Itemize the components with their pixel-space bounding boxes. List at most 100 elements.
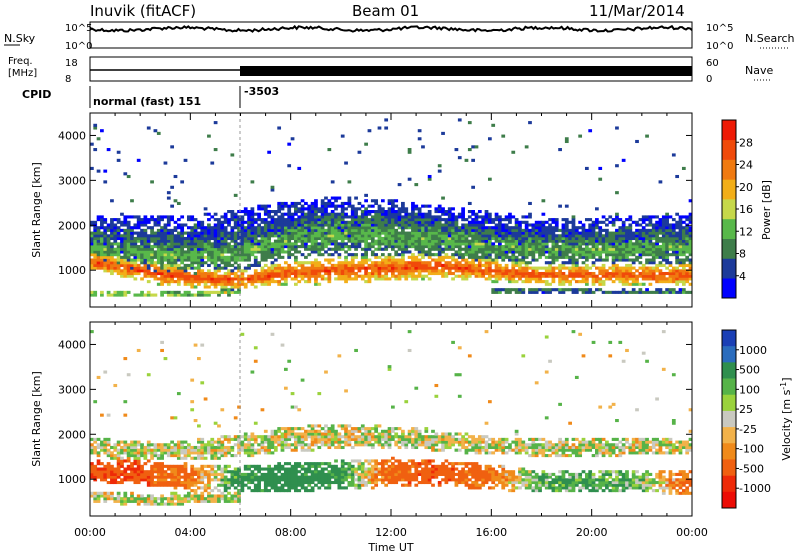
power-cell [324,212,328,216]
power-cell [96,231,101,235]
power-cell [574,250,579,254]
power-cell [454,269,459,273]
power-cell [377,226,382,230]
velocity-cell [103,470,108,474]
power-cell [253,261,258,265]
power-cell [551,288,556,292]
power-cell [484,210,489,214]
power-cell [628,274,633,278]
power-cell [166,228,171,232]
power-cell [136,253,141,257]
power-cell [651,231,656,235]
power-cell [217,228,221,232]
velocity-cell [90,491,94,495]
power-cell [304,255,308,259]
power-cell [437,215,442,219]
power-cell [407,255,412,259]
power-cell [487,220,492,224]
power-cell [270,274,275,278]
power-cell [156,228,161,232]
power-cell [444,234,449,238]
power-cell [200,290,205,294]
power-cell [327,253,332,257]
velocity-cell [193,467,198,471]
power-cell [434,236,439,241]
power-cell [514,261,519,265]
power-cell [531,290,536,294]
velocity-cell [130,454,134,458]
power-cell [334,250,338,254]
power-cell [541,239,546,243]
velocity-cell [143,448,148,452]
power-cell [374,210,379,214]
power-cell [514,263,519,267]
power-cell [414,234,419,238]
power-cell [645,266,649,270]
power-cell [504,226,509,230]
power-cell [304,215,308,219]
velocity-cell [170,454,175,458]
power-cell [668,277,673,281]
power-cell [598,280,603,284]
power-cell [330,201,335,206]
power-cell [250,234,255,238]
power-cell [160,266,164,270]
power-cell [658,253,663,257]
power-cell [531,258,536,262]
power-cell [397,207,402,211]
power-cell [163,223,168,227]
power-cell [444,218,449,222]
power-cell [166,247,171,251]
power-cell [93,242,98,246]
power-cell [464,158,469,162]
power-cell [267,269,271,273]
power-cell [454,261,459,265]
power-cell [203,293,208,297]
power-cell [344,207,348,211]
power-cell [404,271,409,276]
velocity-cell [153,454,158,458]
power-cell [685,231,690,235]
power-cell [130,258,134,262]
power-cell [120,228,124,232]
power-cell [307,220,312,224]
power-cell [160,231,164,235]
power-cell [611,280,616,284]
power-cell [417,137,422,141]
power-cell [100,255,104,259]
power-cell [508,271,512,276]
power-cell [257,263,261,267]
power-cell [213,228,218,232]
power-cell [487,231,492,235]
power-cell [190,231,195,235]
velocity-cell [200,467,205,471]
power-cell [564,231,569,235]
velocity-cell [103,370,108,374]
power-cell [407,242,412,246]
velocity-cell [183,483,188,487]
power-cell [615,253,619,257]
power-cell [451,247,455,251]
power-cell [641,250,646,254]
power-cell [658,228,663,232]
power-cell [561,261,566,265]
power-cell [424,223,429,227]
power-cell [477,258,482,262]
power-cell [310,234,315,238]
velocity-cell [183,478,188,482]
power-cell [441,196,445,200]
power-cell [153,129,158,133]
power-cell [203,274,208,278]
velocity-cell [116,440,121,444]
power-cell [200,274,205,278]
power-cell [391,228,395,232]
power-cell [678,242,683,246]
power-cell [344,236,348,241]
power-cell [601,247,606,251]
power-cell [267,253,271,257]
power-cell [518,263,522,267]
power-cell [668,223,673,227]
power-cell [120,242,124,246]
power-cell [300,242,305,246]
velocity-cell [186,478,191,482]
